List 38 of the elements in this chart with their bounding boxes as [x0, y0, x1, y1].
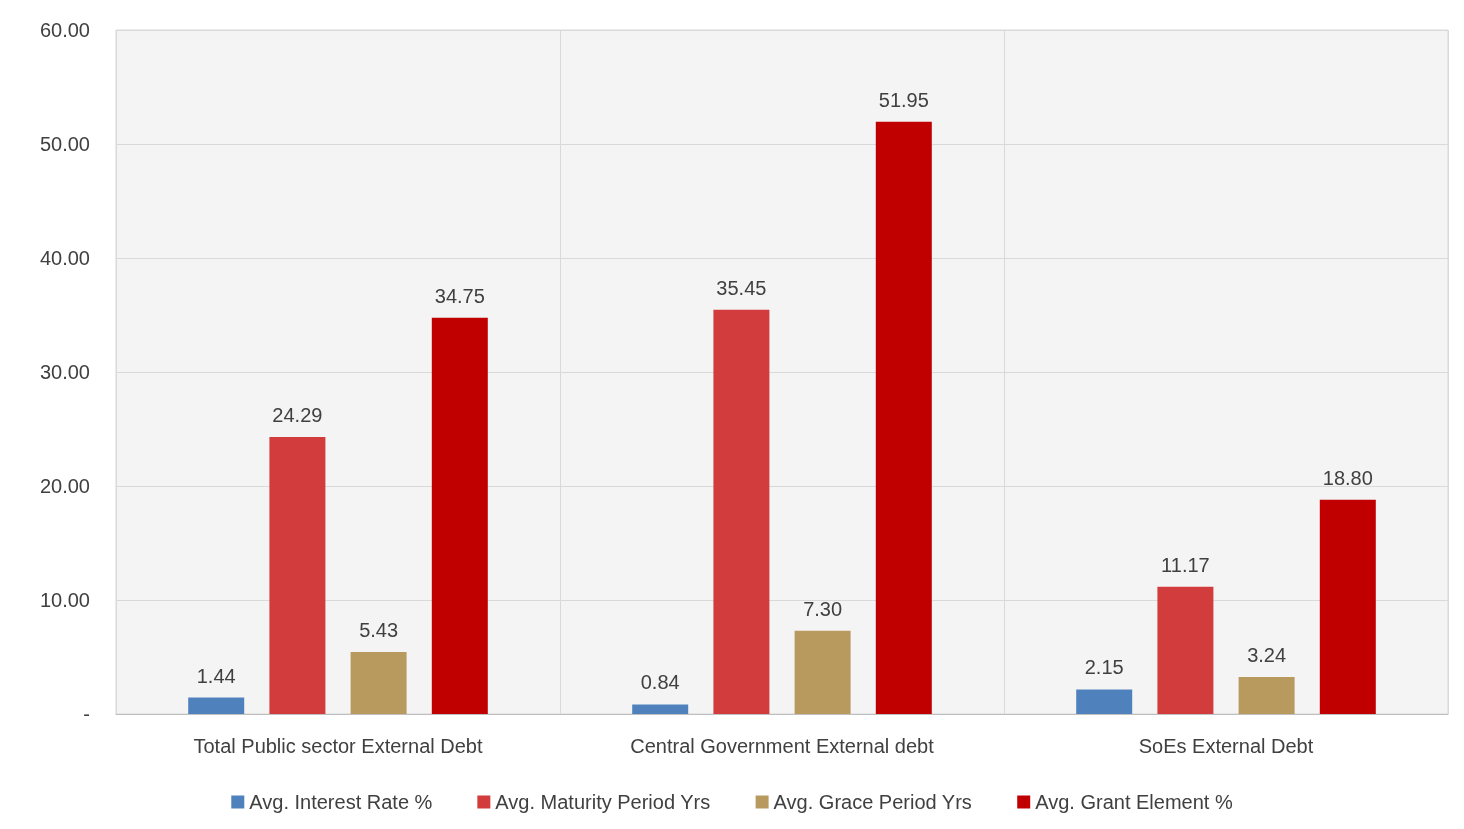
legend-label: Avg. Interest Rate % [249, 791, 433, 813]
y-tick-label: 60.00 [39, 19, 90, 41]
bar [1238, 677, 1295, 714]
bar [713, 309, 770, 714]
bar [188, 697, 245, 714]
y-tick-label: 30.00 [39, 361, 90, 383]
bar [1076, 689, 1133, 714]
x-tick-label: Central Government External debt [630, 735, 935, 757]
data-label: 2.15 [1084, 656, 1124, 679]
data-label: 51.95 [878, 88, 929, 111]
data-label: 34.75 [434, 284, 485, 307]
data-label: 11.17 [1161, 553, 1210, 576]
bar [431, 317, 488, 714]
y-tick-label: 10.00 [39, 589, 90, 611]
x-tick-label: SoEs External Debt [1138, 735, 1314, 757]
data-label: 5.43 [359, 619, 399, 642]
legend-label: Avg. Grant Element % [1035, 791, 1233, 813]
bar [350, 652, 407, 714]
bar [269, 437, 326, 714]
y-tick-label: 40.00 [39, 247, 90, 269]
data-label: 24.29 [272, 404, 323, 427]
bar [1319, 499, 1376, 714]
data-label: 0.84 [640, 671, 680, 694]
legend-label: Avg. Maturity Period Yrs [495, 791, 711, 813]
bar [794, 630, 851, 714]
data-label: 18.80 [1322, 466, 1373, 489]
bar [632, 704, 689, 714]
data-label: 3.24 [1247, 644, 1287, 667]
data-label: 7.30 [803, 597, 843, 620]
bar [875, 121, 932, 714]
y-tick-label: - [83, 703, 90, 725]
y-tick-label: 20.00 [39, 475, 90, 497]
x-tick-label: Total Public sector External Debt [193, 735, 483, 757]
data-label: 1.44 [196, 664, 236, 687]
data-label: 35.45 [716, 276, 767, 299]
y-tick-label: 50.00 [39, 133, 90, 155]
legend-label: Avg. Grace Period Yrs [773, 791, 972, 813]
bar [1157, 586, 1214, 714]
